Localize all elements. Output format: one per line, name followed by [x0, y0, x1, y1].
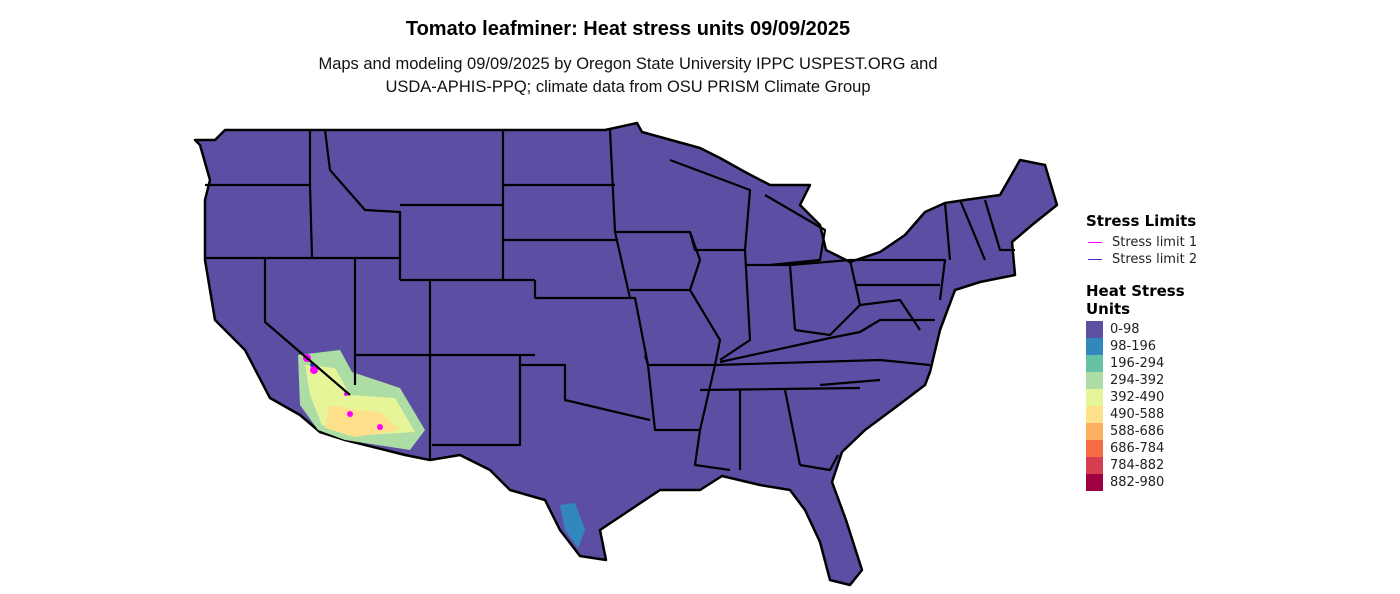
stress-limits-title: Stress Limits	[1086, 212, 1197, 230]
stress-line-swatch	[1088, 242, 1102, 243]
subtitle-line-2: USDA-APHIS-PPQ; climate data from OSU PR…	[385, 78, 871, 96]
color-swatch	[1086, 338, 1103, 355]
legend-label: 98-196	[1110, 339, 1157, 354]
stress-line-swatch	[1088, 259, 1102, 260]
color-swatch	[1086, 321, 1103, 338]
state-borders	[205, 129, 1015, 472]
color-swatch	[1086, 440, 1103, 457]
color-swatch	[1086, 474, 1103, 491]
map-title: Tomato leafminer: Heat stress units 09/0…	[405, 18, 851, 40]
legend: Stress Limits Stress limit 1 Stress limi…	[1086, 212, 1197, 491]
color-swatch	[1086, 406, 1103, 423]
legend-item-stress-limit-2: Stress limit 2	[1086, 251, 1197, 268]
color-swatch	[1086, 355, 1103, 372]
legend-item-heat-0: 0-98	[1086, 321, 1197, 338]
legend-item-heat-4: 392-490	[1086, 389, 1197, 406]
legend-label: 294-392	[1110, 373, 1165, 388]
color-swatch	[1086, 372, 1103, 389]
legend-label: 686-784	[1110, 441, 1165, 456]
legend-label: 392-490	[1110, 390, 1165, 405]
legend-item-heat-7: 686-784	[1086, 440, 1197, 457]
us-outline	[193, 121, 1059, 587]
legend-item-heat-1: 98-196	[1086, 338, 1197, 355]
color-swatch	[1086, 423, 1103, 440]
legend-label: 490-588	[1110, 407, 1165, 422]
legend-label: 196-294	[1110, 356, 1165, 371]
legend-label: 882-980	[1110, 475, 1165, 490]
heat-units-title-1: Heat Stress	[1086, 282, 1185, 300]
heat-units-title-2: Units	[1086, 300, 1131, 318]
legend-item-stress-limit-1: Stress limit 1	[1086, 234, 1197, 251]
legend-label: 0-98	[1110, 322, 1140, 337]
legend-label: Stress limit 1	[1112, 235, 1198, 250]
legend-label: 784-882	[1110, 458, 1165, 473]
legend-item-heat-3: 294-392	[1086, 372, 1197, 389]
color-swatch	[1086, 457, 1103, 474]
legend-item-heat-9: 882-980	[1086, 474, 1197, 491]
legend-item-heat-5: 490-588	[1086, 406, 1197, 423]
legend-item-heat-8: 784-882	[1086, 457, 1197, 474]
subtitle-line-1: Maps and modeling 09/09/2025 by Oregon S…	[318, 55, 938, 73]
color-swatch	[1086, 389, 1103, 406]
legend-label: Stress limit 2	[1112, 252, 1198, 267]
legend-item-heat-2: 196-294	[1086, 355, 1197, 372]
legend-item-heat-6: 588-686	[1086, 423, 1197, 440]
legend-label: 588-686	[1110, 424, 1165, 439]
